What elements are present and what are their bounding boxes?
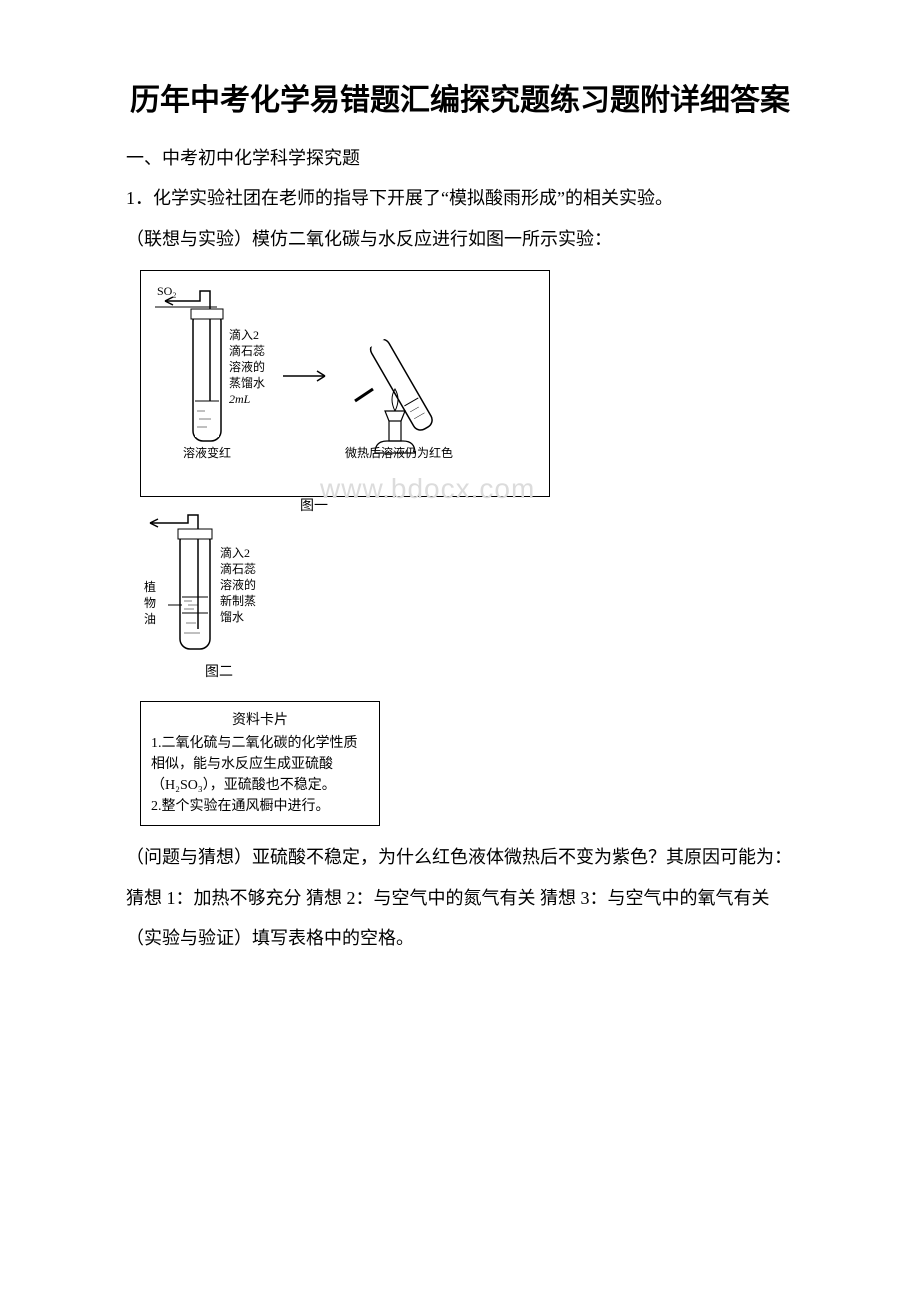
fig2-text-5: 馏水	[220, 610, 244, 624]
fig2-side-1: 植	[144, 579, 156, 594]
question-1-intro: 1．化学实验社团在老师的指导下开展了“模拟酸雨形成”的相关实验。	[90, 182, 830, 214]
info-card: 资料卡片 1.二氧化硫与二氧化碳的化学性质相似，能与水反应生成亚硫酸（H₂SO₃…	[140, 701, 380, 826]
figure-2-svg: 植 物 油 滴入2 滴石蕊 溶液的 新制蒸 馏水	[140, 509, 340, 659]
guesses-text: 猜想 1：加热不够充分 猜想 2：与空气中的氮气有关 猜想 3：与空气中的氧气有…	[90, 882, 830, 914]
fig1-bottom-label: 溶液变红	[183, 445, 231, 460]
question-text: （问题与猜想）亚硫酸不稳定，为什么红色液体微热后不变为紫色？其原因可能为：	[90, 841, 830, 873]
card-title: 资料卡片	[151, 710, 369, 731]
figure-1-svg: SO₂ 滴入2 滴石蕊 溶液的 蒸馏水 2mL 溶液变红	[155, 281, 535, 481]
fig2-side-2: 物	[144, 596, 156, 610]
fig2-text-1: 滴入2	[220, 545, 250, 560]
fig2-text-2: 滴石蕊	[220, 561, 256, 576]
figure-1-caption: 图一	[300, 495, 328, 515]
diagram-area: SO₂ 滴入2 滴石蕊 溶液的 蒸馏水 2mL 溶液变红	[140, 270, 830, 826]
fig1-text-3: 溶液的	[229, 359, 265, 374]
figure-2-caption: 图二	[205, 661, 830, 681]
figure-1-box: SO₂ 滴入2 滴石蕊 溶液的 蒸馏水 2mL 溶液变红	[140, 270, 550, 497]
fig1-right-label: 微热后溶液仍为红色	[345, 445, 453, 460]
figure-2-box: 植 物 油 滴入2 滴石蕊 溶液的 新制蒸 馏水 图二	[140, 509, 830, 681]
section-heading: 一、中考初中化学科学探究题	[90, 142, 830, 174]
page-title: 历年中考化学易错题汇编探究题练习题附详细答案	[90, 80, 830, 122]
verify-text: （实验与验证）填写表格中的空格。	[90, 922, 830, 954]
so2-label: SO₂	[157, 284, 177, 298]
question-1-association: （联想与实验）模仿二氧化碳与水反应进行如图一所示实验：	[90, 223, 830, 255]
fig2-text-4: 新制蒸	[220, 593, 256, 608]
fig1-text-4: 蒸馏水	[229, 376, 265, 390]
fig2-side-3: 油	[144, 612, 156, 626]
fig1-text-2: 滴石蕊	[229, 343, 265, 358]
card-line-1: 1.二氧化硫与二氧化碳的化学性质相似，能与水反应生成亚硫酸（H₂SO₃），亚硫酸…	[151, 733, 369, 796]
fig1-text-1: 滴入2	[229, 327, 259, 342]
fig2-text-3: 溶液的	[220, 577, 256, 592]
card-line-2: 2.整个实验在通风橱中进行。	[151, 796, 369, 817]
fig1-text-5: 2mL	[229, 392, 251, 406]
